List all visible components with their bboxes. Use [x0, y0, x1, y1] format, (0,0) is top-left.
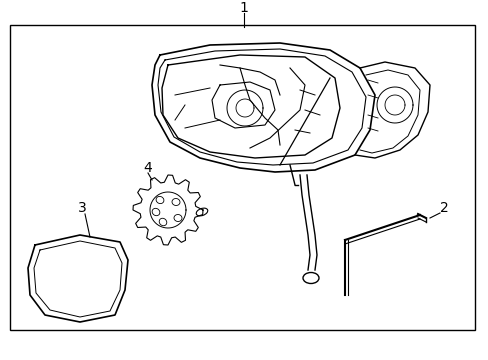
Bar [10, 25, 474, 330]
Text: 4: 4 [143, 161, 152, 175]
Text: 1: 1 [239, 1, 248, 15]
Text: 3: 3 [78, 201, 86, 215]
Text: 2: 2 [439, 201, 447, 215]
